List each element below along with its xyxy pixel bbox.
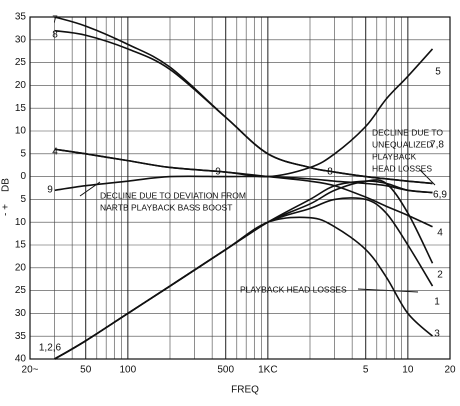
x-tick-label: 100 [120,365,137,376]
x-tick-label: 20 [444,365,456,376]
x-tick-label: 10 [402,365,414,376]
annotation: PLAYBACK HEAD LOSSES [240,284,347,294]
x-tick-label: 20~ [22,365,39,376]
annotation: 6,9 [433,190,447,201]
annotation: 5 [435,67,441,78]
y-tick-label: 40 [15,354,27,365]
annotation: 2 [437,270,443,281]
y-tick-label: 10 [15,126,27,137]
x-tick-label: 1KC [258,365,277,376]
annotation: 3 [434,329,440,340]
y-tick-label: 25 [15,285,27,296]
annotation: 7,8 [430,140,444,151]
curve [54,148,433,228]
annotation: 4 [437,228,443,239]
annotation: DECLINE DUE TO DEVIATION FROM [100,190,246,200]
curve [54,29,433,185]
annotation: NARTB PLAYBACK BASS BOOST [100,202,232,212]
y-tick-label: 30 [15,308,27,319]
annotation: 8 [327,167,333,178]
y-tick-label: 10 [15,217,27,228]
annotation: DECLINE DUE TO [372,127,443,137]
y-tick-label: 20 [15,80,27,91]
annotation: 8 [52,30,58,41]
y-tick-label: 30 [15,34,27,45]
annotation: 9 [215,167,221,178]
arrow [419,169,436,186]
annotation: 1,2,6 [39,343,62,354]
y-tick-label: 0 [20,171,26,182]
y-tick-label: 15 [15,240,27,251]
y-tick-label: 5 [20,148,26,159]
y-tick-label: 35 [15,12,27,23]
y-tick-label: 25 [15,57,27,68]
x-tick-label: 50 [80,365,92,376]
annotation: HEAD LOSSES [372,163,432,173]
annotation: 9 [47,185,53,196]
y-tick-label: 5 [20,194,26,205]
x-axis-label: FREQ [231,385,259,396]
annotation: 7 [52,15,58,26]
annotation: 1 [434,297,440,308]
x-tick-label: 500 [217,365,234,376]
y-tick-label: 20 [15,262,27,273]
curve [54,216,434,360]
annotation: UNEQUALIZED [372,139,432,149]
y-tick-label: 15 [15,103,27,114]
curve [54,175,433,194]
y-axis-sign: - + [1,204,12,216]
plot-frame [29,16,451,360]
x-tick-label: 5 [363,365,369,376]
y-tick-label: 35 [15,331,27,342]
annotation: 4 [52,147,58,158]
y-axis-label: DB [1,178,12,192]
annotation: PLAYBACK [372,151,417,161]
